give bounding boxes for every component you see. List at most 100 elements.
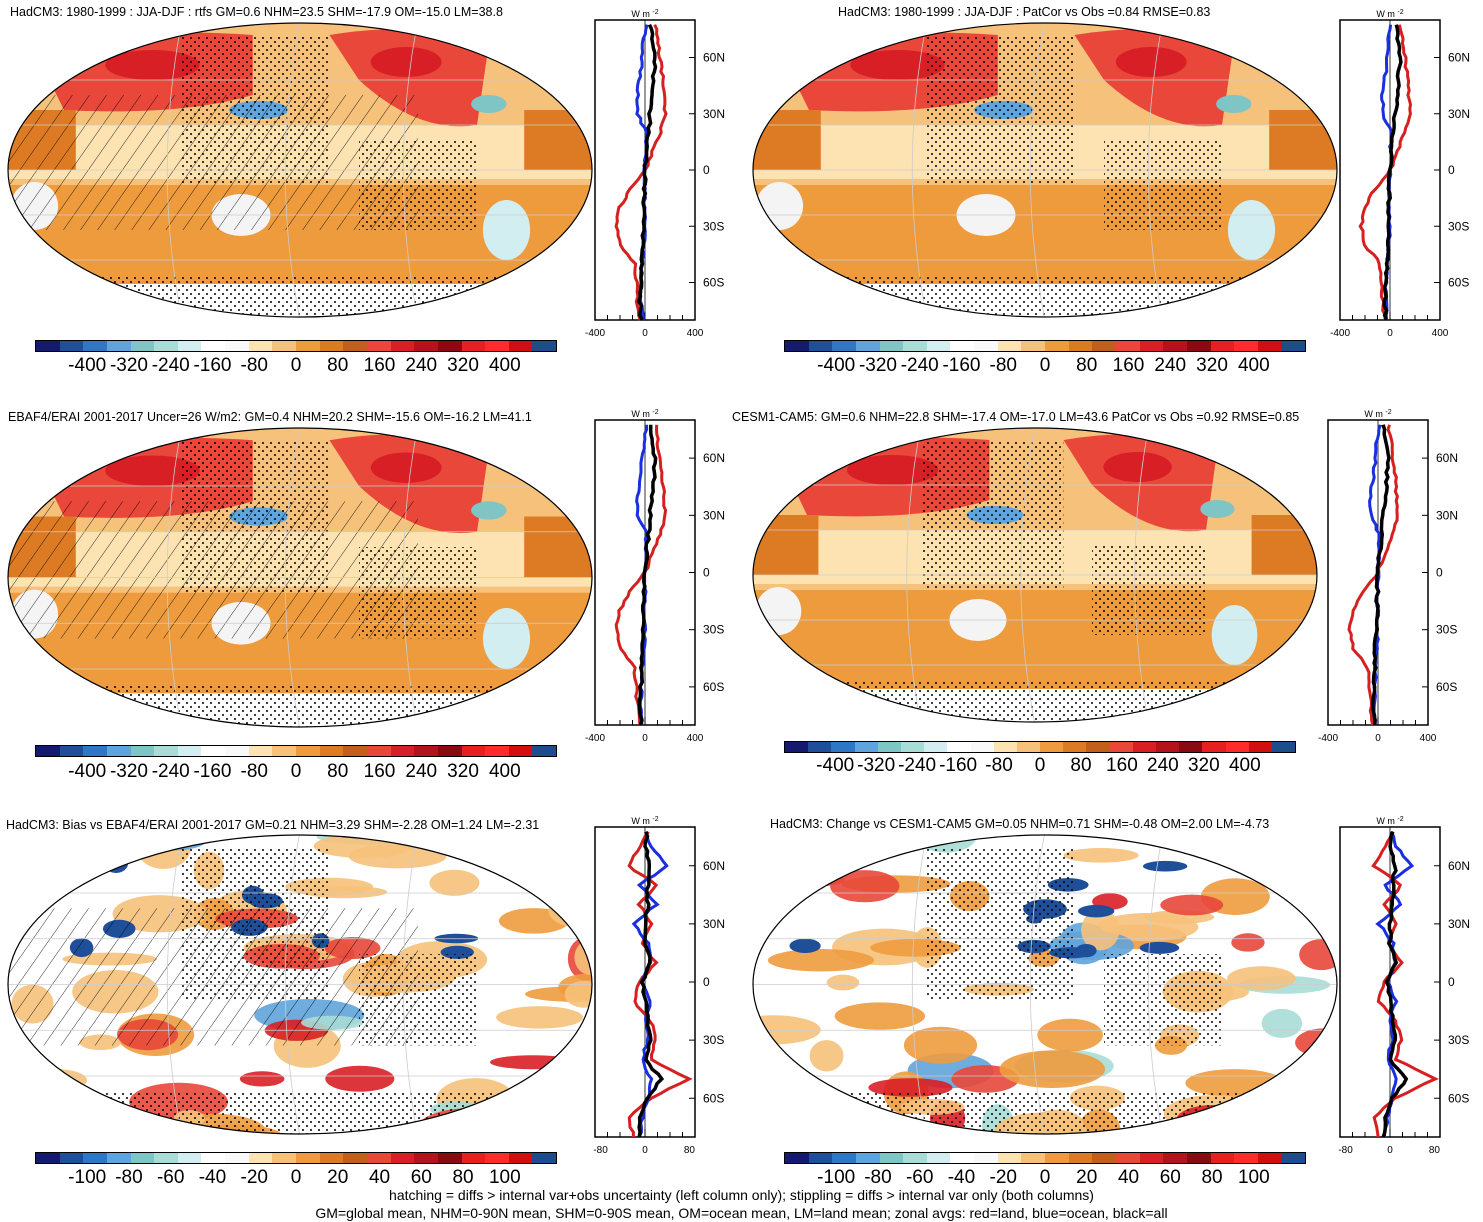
colorbar-tick-label: 240 xyxy=(405,355,438,376)
panel-title-4: CESM1-CAM5: GM=0.6 NHM=22.8 SHM=-17.4 OM… xyxy=(732,410,1300,424)
colorbar-labels-1: -400 -320 -240 -160 -80 0 80 160 240 320 400 xyxy=(35,355,557,379)
colorbar-tick-label: 400 xyxy=(1237,355,1270,376)
colorbar-tick-label: -80 xyxy=(985,755,1013,776)
map-panel-1 xyxy=(5,20,595,320)
panel-title-6: HadCM3: Change vs CESM1-CAM5 GM=0.05 NHM… xyxy=(770,817,1270,831)
zonal-series-land xyxy=(1371,831,1439,1138)
colorbar-tick-label: 20 xyxy=(327,1167,349,1188)
colorbar-tick-label: 0 xyxy=(290,761,302,782)
colorbar-tick-label: 240 xyxy=(1147,755,1179,776)
colorbar-tick-label: -400 xyxy=(68,761,107,782)
colorbar-tick-label: -240 xyxy=(151,761,190,782)
colorbar-tick-label: -400 xyxy=(817,355,856,376)
panel-title-3: EBAF4/ERAI 2001-2017 Uncer=26 W/m2: GM=0… xyxy=(8,410,532,424)
colorbar-tick-label: -100 xyxy=(68,1167,107,1188)
colorbar-tick-label: -40 xyxy=(198,1167,227,1188)
colorbar-tick-label: -240 xyxy=(898,755,937,776)
colorbar-4 xyxy=(784,741,1296,753)
zonal-unit-label: W m -2 xyxy=(1364,409,1391,419)
colorbar-tick-label: 240 xyxy=(1154,355,1187,376)
colorbar-tick-label: -160 xyxy=(942,355,981,376)
colorbar-tick-label: -320 xyxy=(109,355,148,376)
zonal-ytick-label: 60N xyxy=(1436,451,1458,465)
colorbar-2 xyxy=(784,340,1306,352)
colorbar-tick-label: 40 xyxy=(1117,1167,1140,1188)
zonal-xtick-label: -400 xyxy=(1318,733,1338,744)
zonal-ytick-label: 30S xyxy=(703,1033,724,1047)
zonal-xtick-label: 80 xyxy=(684,1145,696,1156)
colorbar-tick-label: -160 xyxy=(193,355,232,376)
zonal-ytick-label: 30N xyxy=(703,917,725,931)
colorbar-tick-label: 80 xyxy=(452,1167,474,1188)
zonal-ytick-label: 60N xyxy=(1448,859,1470,873)
zonal-ytick-label: 30N xyxy=(1436,508,1458,522)
zonal-xtick-label: 0 xyxy=(642,328,648,339)
colorbar-tick-label: 240 xyxy=(405,761,438,782)
colorbar-tick-label: 160 xyxy=(1106,755,1138,776)
zonal-unit-label: W m -2 xyxy=(631,9,658,19)
colorbar-tick-label: 320 xyxy=(447,355,479,376)
colorbar-1 xyxy=(35,340,557,352)
zonal-ytick-label: 30S xyxy=(1448,1033,1469,1047)
zonal-xtick-label: 400 xyxy=(687,328,704,339)
zonal-plot-2: 60N 30N 0 30S 60S -400 0 400 W m -2 xyxy=(1330,5,1483,345)
colorbar-tick-label: 40 xyxy=(368,1167,391,1188)
zonal-ytick-label: 0 xyxy=(703,975,710,989)
colorbar-tick-label: 320 xyxy=(1187,755,1220,776)
colorbar-tick-label: -320 xyxy=(857,755,896,776)
zonal-ytick-label: 0 xyxy=(1436,566,1443,580)
colorbar-tick-label: -320 xyxy=(858,355,897,376)
colorbar-labels-4: -400 -320 -240 -160 -80 0 80 160 240 320 400 xyxy=(784,755,1296,779)
zonal-ytick-label: 30N xyxy=(703,107,725,121)
colorbar-6 xyxy=(784,1152,1306,1164)
zonal-xtick-label: 0 xyxy=(1375,733,1381,744)
zonal-ytick-label: 30N xyxy=(1448,107,1470,121)
panel-title-1: HadCM3: 1980-1999 : JJA-DJF : rtfs GM=0.… xyxy=(10,5,503,19)
colorbar-tick-label: -100 xyxy=(817,1167,856,1188)
zonal-unit-label: W m -2 xyxy=(1376,9,1403,19)
zonal-series-all xyxy=(1371,424,1391,726)
colorbar-tick-label: 100 xyxy=(1237,1167,1270,1188)
zonal-ytick-label: 0 xyxy=(703,163,710,177)
colorbar-tick-label: 160 xyxy=(363,761,396,782)
zonal-ytick-label: 0 xyxy=(1448,975,1455,989)
zonal-series-all xyxy=(637,831,665,1138)
zonal-xtick-label: 0 xyxy=(642,1145,648,1156)
colorbar-tick-label: -160 xyxy=(193,761,232,782)
zonal-unit-label: W m -2 xyxy=(1376,816,1403,826)
colorbar-labels-3: -400 -320 -240 -160 -80 0 80 160 240 320 400 xyxy=(35,761,557,785)
zonal-ytick-label: 60S xyxy=(1448,276,1469,290)
zonal-ytick-label: 30N xyxy=(1448,917,1470,931)
colorbar-labels-5: -100 -80 -60 -40 -20 0 20 40 60 80 100 xyxy=(35,1167,557,1191)
zonal-ytick-label: 60S xyxy=(1448,1091,1469,1105)
zonal-series-land xyxy=(614,424,668,726)
colorbar-tick-label: -400 xyxy=(68,355,107,376)
zonal-xtick-label: -80 xyxy=(1338,1145,1353,1156)
colorbar-tick-label: -60 xyxy=(905,1167,934,1188)
colorbar-tick-label: -20 xyxy=(989,1167,1017,1188)
colorbar-tick-label: 160 xyxy=(363,355,396,376)
colorbar-tick-label: -40 xyxy=(947,1167,976,1188)
zonal-xtick-label: 400 xyxy=(687,733,704,744)
panel-title-2: HadCM3: 1980-1999 : JJA-DJF : PatCor vs … xyxy=(838,5,1211,19)
colorbar-tick-label: -320 xyxy=(109,761,148,782)
panel-title-5: HadCM3: Bias vs EBAF4/ERAI 2001-2017 GM=… xyxy=(6,818,540,832)
colorbar-tick-label: -80 xyxy=(864,1167,892,1188)
colorbar-3 xyxy=(35,745,557,757)
zonal-ytick-label: 30S xyxy=(703,623,724,637)
zonal-xtick-label: 400 xyxy=(1420,733,1437,744)
zonal-ytick-label: 30S xyxy=(1436,623,1457,637)
colorbar-tick-label: -60 xyxy=(156,1167,185,1188)
zonal-xtick-label: 400 xyxy=(1432,328,1449,339)
zonal-ytick-label: 60S xyxy=(703,1091,724,1105)
colorbar-tick-label: 60 xyxy=(410,1167,432,1188)
zonal-plot-1: 60N 30N 0 30S 60S -400 0 400 W m -2 xyxy=(585,5,745,345)
colorbar-tick-label: -400 xyxy=(816,755,855,776)
map-panel-6 xyxy=(750,832,1340,1137)
zonal-plot-5: 60N 30N 0 30S 60S -80 0 80 W m -2 xyxy=(585,812,745,1162)
zonal-xtick-label: 0 xyxy=(642,733,648,744)
zonal-ytick-label: 60S xyxy=(1436,680,1457,694)
colorbar-tick-label: -80 xyxy=(115,1167,143,1188)
colorbar-labels-2: -400 -320 -240 -160 -80 0 80 160 240 320 400 xyxy=(784,355,1306,379)
colorbar-tick-label: 0 xyxy=(290,355,302,376)
